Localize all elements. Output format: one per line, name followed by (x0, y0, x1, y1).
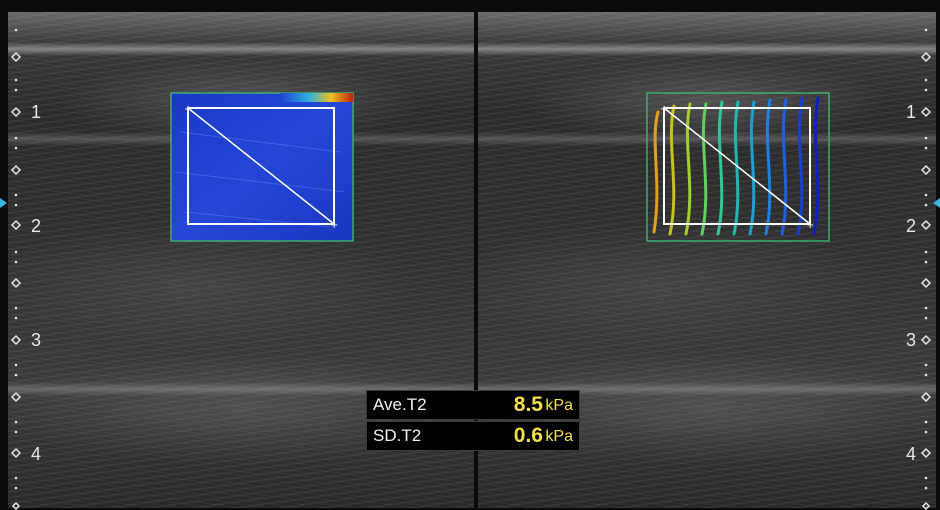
measurement-label: Ave.T2 (373, 395, 427, 414)
measurement-unit: kPa (545, 428, 573, 445)
depth-label-right: 1 (906, 102, 917, 122)
depth-label-right: 3 (906, 330, 917, 350)
measurement-diagonal (187, 107, 335, 225)
depth-label-right: 2 (906, 216, 917, 236)
measurement-value: 0.6 (513, 424, 543, 447)
measurement-readout: Ave.T2 8.5 kPa SD.T2 0.6 kPa (366, 390, 580, 454)
corner-marker: + (806, 220, 814, 231)
elastogram-roi[interactable]: + + (170, 92, 354, 242)
corner-marker: + (330, 220, 338, 231)
propagation-roi-frame (646, 92, 830, 242)
measurement-unit: kPa (545, 397, 573, 414)
depth-label-right: 4 (906, 444, 917, 464)
measurement-box[interactable] (187, 107, 335, 225)
measurement-value: 8.5 (513, 393, 543, 416)
propagation-roi[interactable]: + + (646, 92, 830, 242)
tissue-band (478, 382, 936, 396)
measurement-diagonal (663, 107, 811, 225)
corner-marker: + (660, 104, 668, 115)
tissue-band (478, 42, 936, 56)
stiffness-hotspot (280, 93, 353, 102)
measurement-label: SD.T2 (373, 426, 422, 445)
tissue-band (478, 132, 936, 146)
measurement-row-sd: SD.T2 0.6 kPa (366, 421, 580, 451)
corner-marker: + (184, 104, 192, 115)
depth-label-left: 2 (31, 216, 42, 236)
depth-label-left: 4 (31, 444, 42, 464)
measurement-box[interactable] (663, 107, 811, 225)
depth-label-left: 1 (31, 102, 42, 122)
measurement-row-average: Ave.T2 8.5 kPa (366, 390, 580, 420)
tissue-band (8, 42, 474, 56)
tissue-band (8, 382, 474, 396)
depth-label-left: 3 (31, 330, 42, 350)
